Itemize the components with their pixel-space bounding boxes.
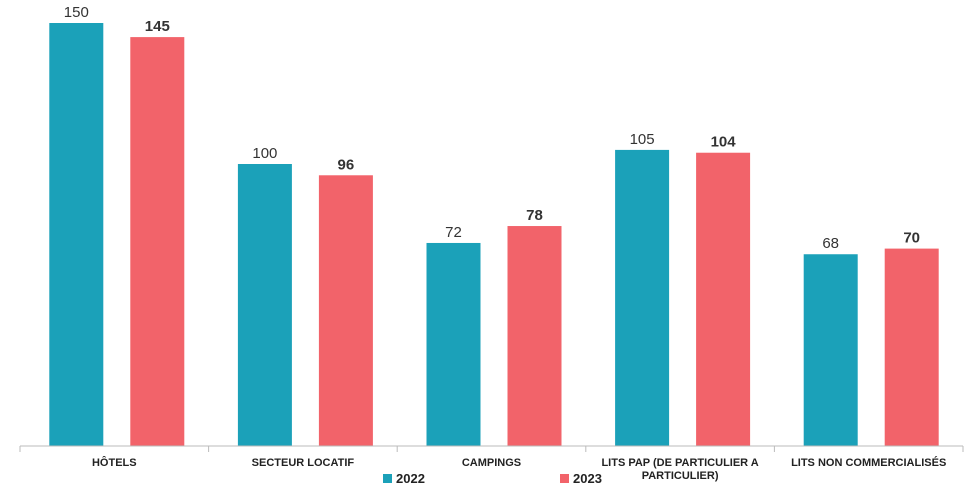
legend-swatch: [383, 474, 392, 483]
value-label: 100: [252, 145, 277, 162]
bar: [696, 152, 751, 446]
value-label: 78: [526, 207, 543, 224]
bar: [426, 242, 481, 446]
legend-swatch: [560, 474, 569, 483]
x-tick-label: HÔTELS: [91, 457, 137, 469]
bar: [49, 23, 104, 446]
legend-label: 2022: [396, 471, 425, 486]
legend-entry: 2022: [383, 471, 425, 486]
bar: [507, 226, 562, 446]
bar: [237, 164, 292, 446]
legend-label: 2023: [573, 471, 602, 486]
value-label: 104: [711, 134, 737, 151]
x-tick-label: CAMPINGS: [461, 457, 522, 469]
value-label: 105: [630, 131, 655, 148]
bar: [318, 175, 373, 446]
bar: [803, 254, 858, 446]
x-tick-label: LITS NON COMMERCIALISÉS: [791, 457, 947, 469]
legend-entry: 2023: [560, 471, 602, 486]
x-tick-label: SECTEUR LOCATIF: [251, 457, 355, 469]
bar: [615, 149, 670, 446]
value-label: 150: [64, 4, 89, 21]
value-label: 145: [145, 18, 170, 35]
bar: [884, 248, 939, 446]
bar: [130, 37, 185, 446]
x-tick-label: LITS PAP (DE PARTICULIER A PARTICULIER): [601, 457, 759, 482]
value-label: 72: [445, 224, 462, 241]
value-label: 96: [338, 156, 355, 173]
value-label: 68: [822, 235, 839, 252]
value-label: 70: [903, 230, 920, 247]
